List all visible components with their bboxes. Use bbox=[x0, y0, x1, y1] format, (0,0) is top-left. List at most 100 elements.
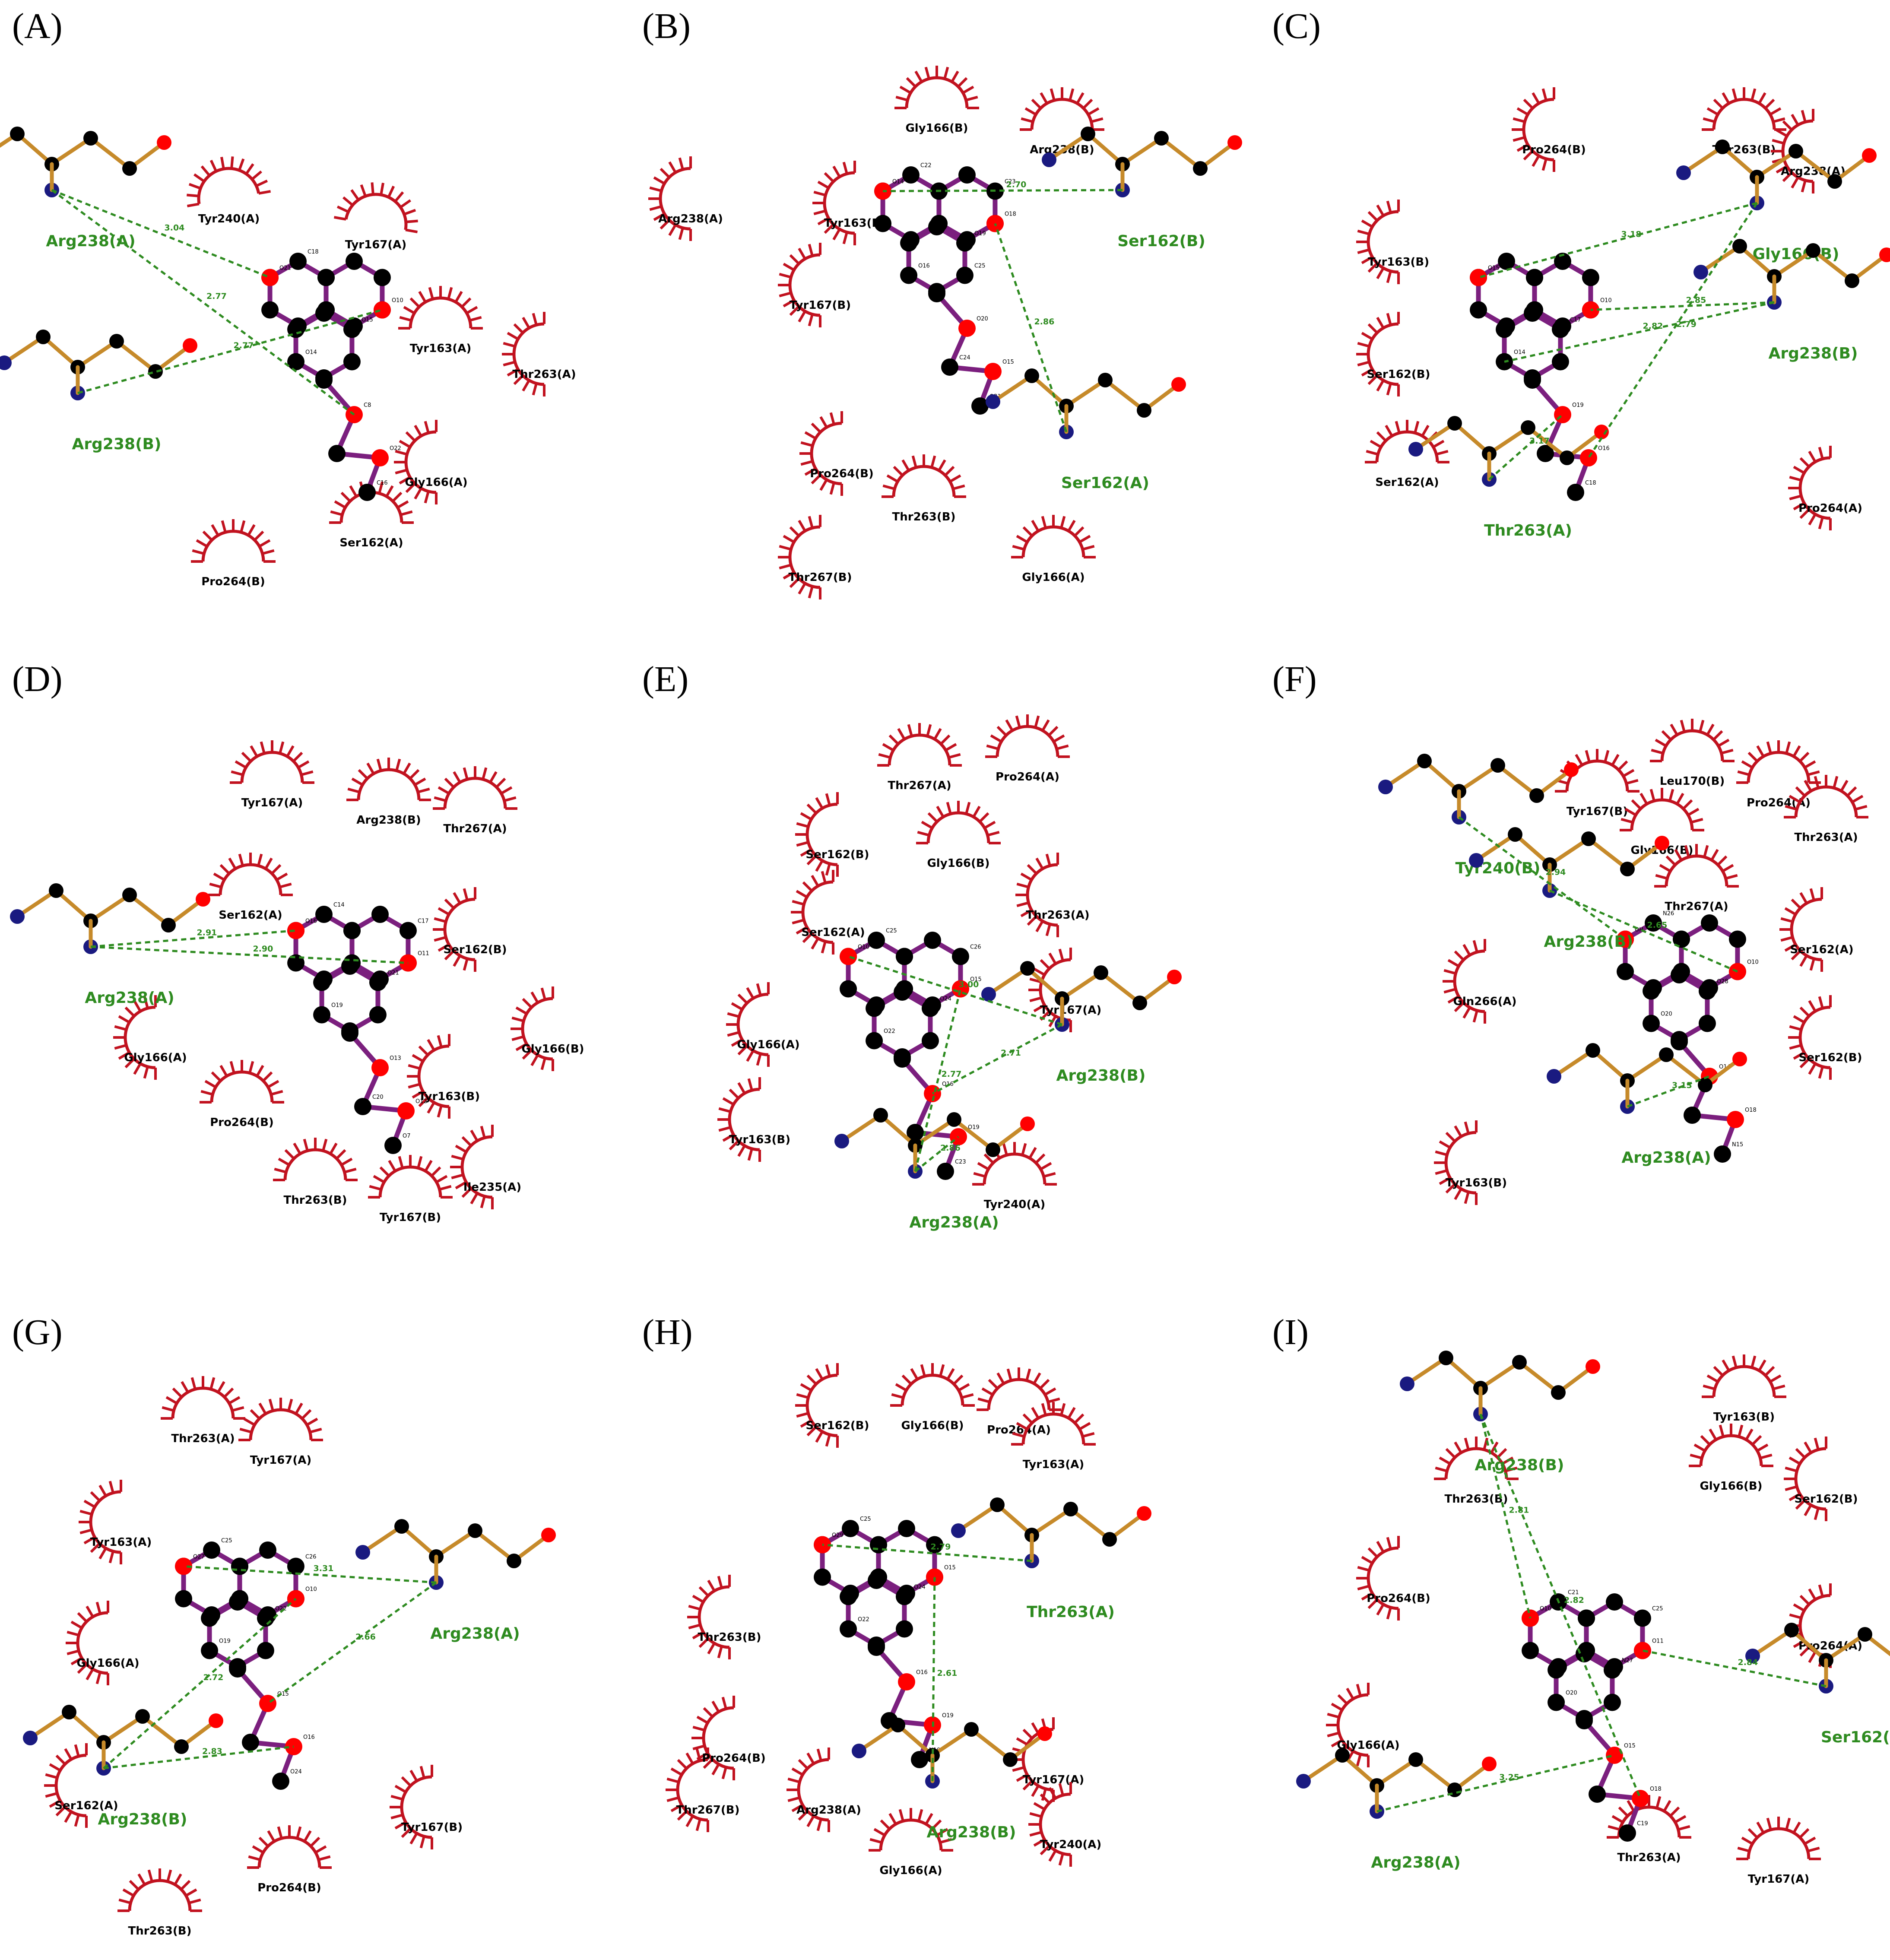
hbond-distance-label: 2.61 bbox=[937, 1668, 957, 1678]
hydrophobic-residue-label: Thr267(B) bbox=[789, 571, 852, 584]
atom-sphere bbox=[1024, 368, 1039, 383]
atom-sphere bbox=[898, 1673, 915, 1690]
hydrophobic-contact-arc bbox=[778, 243, 821, 327]
hbond-distance-label: 2.91 bbox=[197, 928, 217, 937]
hydrophobic-contact-arc bbox=[795, 792, 839, 877]
atom-label: O11 bbox=[418, 951, 429, 957]
atom-label: C25 bbox=[221, 1538, 232, 1544]
hydrophobic-residue-label: Tyr167(B) bbox=[401, 1821, 463, 1834]
atom-label: O14 bbox=[1514, 349, 1525, 356]
atom-sphere bbox=[941, 358, 958, 376]
atom-sphere bbox=[1633, 1609, 1651, 1627]
bond bbox=[0, 132, 19, 148]
atom-sphere bbox=[62, 1705, 76, 1719]
bond bbox=[1120, 136, 1164, 166]
atom-label: O18 bbox=[1745, 1107, 1757, 1113]
hbond-dashed-line bbox=[103, 1598, 297, 1769]
hydrophobic-residue-label: Pro264(B) bbox=[702, 1752, 766, 1765]
hydrophobic-residue-label: Gly166(A) bbox=[737, 1038, 799, 1051]
hydrophobic-residue-label: Pro264(A) bbox=[1798, 502, 1862, 515]
hbond-dashed-line bbox=[51, 189, 270, 279]
hydrophobic-residue-label: Ser162(A) bbox=[801, 926, 865, 939]
atom-sphere bbox=[1470, 301, 1487, 319]
atom-label: O27 bbox=[193, 1554, 205, 1560]
hbond-dashed-line bbox=[1376, 1754, 1615, 1813]
atom-sphere bbox=[1524, 371, 1541, 389]
hbond-distance-label: 2.83 bbox=[202, 1747, 222, 1756]
hydrophobic-contact-arc bbox=[1020, 87, 1104, 131]
atom-sphere bbox=[1698, 1078, 1712, 1092]
atom-sphere bbox=[1524, 304, 1541, 322]
atom-label: O12 bbox=[415, 1098, 427, 1105]
atom-sphere bbox=[1193, 161, 1208, 176]
hydrophobic-residue-label: Ser162(B) bbox=[1798, 1051, 1862, 1064]
atom-sphere bbox=[83, 131, 98, 146]
hbond-dashed-line bbox=[1587, 202, 1758, 459]
bond bbox=[1030, 374, 1069, 408]
bond bbox=[89, 136, 132, 171]
hydrophobic-residue-label: Tyr167(A) bbox=[1023, 1773, 1085, 1786]
atom-sphere bbox=[1589, 1786, 1606, 1803]
panel-label: (C) bbox=[1272, 6, 1321, 46]
atom-sphere bbox=[157, 135, 171, 150]
atom-sphere bbox=[1469, 853, 1484, 868]
atom-sphere bbox=[1167, 970, 1182, 984]
atom-sphere bbox=[984, 363, 1002, 380]
atom-sphere bbox=[369, 1006, 387, 1024]
atom-label: O14 bbox=[305, 349, 317, 356]
atom-sphere bbox=[1508, 827, 1522, 842]
atom-label: C23 bbox=[955, 1159, 966, 1165]
atom-label: C25 bbox=[886, 928, 897, 934]
atom-sphere bbox=[814, 1568, 831, 1586]
atom-sphere bbox=[10, 909, 25, 924]
atom-sphere bbox=[1137, 1506, 1151, 1521]
atom-sphere bbox=[866, 1032, 883, 1050]
hydrophobic-contact-arc bbox=[869, 1808, 953, 1852]
atom-sphere bbox=[122, 888, 137, 902]
atom-sphere bbox=[317, 269, 335, 286]
hydrophobic-residue-label: Gly166(B) bbox=[905, 122, 968, 135]
atom-sphere bbox=[1560, 450, 1574, 465]
bond bbox=[1681, 145, 1725, 175]
hydrophobic-contact-arc bbox=[1788, 995, 1832, 1080]
bond bbox=[1750, 1628, 1794, 1658]
hydrophobic-contact-arc bbox=[394, 420, 438, 504]
atom-sphere bbox=[229, 1593, 246, 1611]
atom-sphere bbox=[315, 371, 333, 389]
hbond-distance-label: 2.94 bbox=[1546, 867, 1566, 877]
bond bbox=[1496, 763, 1539, 798]
hydrophobic-residue-label: Thr267(A) bbox=[888, 779, 951, 792]
atom-sphere bbox=[951, 1523, 966, 1538]
ligplot-diagram: Thr263(A) Tyr167(A) Tyr163(A) Gly166(A) Ser1… bbox=[23, 1376, 556, 1938]
atom-sphere bbox=[866, 999, 883, 1017]
atom-sphere bbox=[261, 269, 279, 286]
atom-label: O16 bbox=[1598, 445, 1610, 452]
atom-sphere bbox=[109, 334, 124, 349]
ligplot-diagram: Ser162(B) Gly166(B) Pro264(A)Tyr163(A)Thr2… bbox=[666, 1363, 1151, 1877]
hydrophobic-contact-arc bbox=[502, 312, 545, 396]
bond bbox=[857, 1723, 900, 1753]
hbond-distance-label: 3.31 bbox=[314, 1564, 334, 1573]
hydrophobic-contact-arc bbox=[1326, 1683, 1370, 1767]
panel-label: (B) bbox=[642, 6, 691, 46]
atom-sphere bbox=[468, 1523, 482, 1538]
hydrophobic-residue-label: Ser162(A) bbox=[1790, 943, 1853, 956]
hydrophobic-residue-label: Ser162(B) bbox=[1794, 1493, 1858, 1506]
atom-sphere bbox=[36, 330, 51, 344]
atom-label: C26 bbox=[970, 944, 981, 951]
hydrophobic-contact-arc bbox=[812, 161, 856, 245]
atom-sphere bbox=[1879, 247, 1890, 262]
bond bbox=[28, 1710, 71, 1740]
atom-sphere bbox=[1171, 377, 1186, 392]
atom-sphere bbox=[289, 253, 307, 270]
atom-label: O10 bbox=[1747, 959, 1759, 966]
hydrophobic-residue-label: Gly166(B) bbox=[1700, 1480, 1762, 1493]
bond bbox=[1755, 149, 1798, 179]
hbond-distance-label: 2.70 bbox=[1006, 180, 1027, 189]
hydrophobic-contact-arc bbox=[1654, 844, 1739, 888]
atom-label: C14 bbox=[333, 902, 345, 908]
bond bbox=[1047, 132, 1090, 162]
atom-sphere bbox=[891, 1718, 905, 1732]
panel-label: (I) bbox=[1272, 1312, 1309, 1352]
hbond-distance-label: 2.77 bbox=[206, 292, 227, 301]
